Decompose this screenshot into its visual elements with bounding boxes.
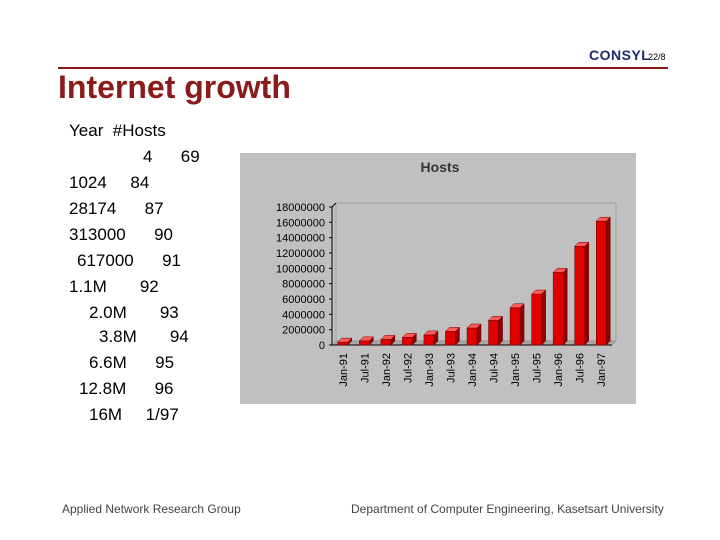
text-line: 4 69 xyxy=(143,147,200,166)
hosts-chart: Hosts 18000000 16000000 14000000 12000000 10… xyxy=(240,153,636,404)
hosts-chart-svg: Hosts 18000000 16000000 14000000 12000000 10… xyxy=(240,153,636,404)
y-tick-label: 8000000 xyxy=(282,279,325,291)
x-tick-label: Jan-96 xyxy=(553,353,565,387)
x-tick-label: Jan-93 xyxy=(424,353,436,387)
x-tick-label: Jul-95 xyxy=(532,353,544,383)
footer-left: Applied Network Research Group xyxy=(62,502,241,516)
text-line: 6.6M 95 xyxy=(89,353,175,372)
bar-top xyxy=(423,330,439,336)
bar-front xyxy=(595,220,607,346)
x-tick-label: Jul-92 xyxy=(402,353,414,383)
text-line: 12.8M 96 xyxy=(79,379,174,398)
bar-top xyxy=(531,289,547,295)
x-tick-label: Jan-91 xyxy=(338,353,350,387)
y-tick-label: 4000000 xyxy=(282,309,325,321)
slide-title: Internet growth xyxy=(58,69,291,105)
text-line: 617000 91 xyxy=(77,251,181,270)
bar-top xyxy=(574,241,590,247)
bar-top xyxy=(444,327,461,332)
x-tick-label: Jan-94 xyxy=(467,353,479,387)
bar-front xyxy=(337,341,349,346)
text-line: 28174 87 xyxy=(69,199,164,218)
x-tick-label: Jul-96 xyxy=(575,353,587,383)
chart-x-tick-labels: Jan-91 Jul-91 Jan-92 Jul-92 Jan-93 Jul-93 Jan-… xyxy=(338,353,608,387)
bar-top xyxy=(509,303,525,309)
y-tick-label: 0 xyxy=(319,340,325,352)
bar-front xyxy=(380,339,392,346)
y-tick-label: 10000000 xyxy=(276,263,325,275)
bar-front xyxy=(359,340,370,346)
y-axis-depth-line xyxy=(331,202,337,208)
slide-number: 22/8 xyxy=(648,52,666,62)
chart-y-tick-labels: 18000000 16000000 14000000 12000000 10000000… xyxy=(276,202,325,352)
x-tick-label: Jul-94 xyxy=(489,353,501,383)
bar-top xyxy=(401,333,417,338)
bar-top xyxy=(466,323,482,329)
bar-front xyxy=(509,307,521,346)
bar-front xyxy=(488,320,499,346)
x-tick-label: Jan-92 xyxy=(381,353,393,387)
footer-right: Department of Computer Engineering, Kase… xyxy=(351,502,664,516)
x-tick-label: Jan-95 xyxy=(510,353,522,387)
text-line: 3.8M 94 xyxy=(99,327,189,346)
chart-back-wall xyxy=(335,202,617,342)
bar-front xyxy=(531,293,542,346)
y-tick-label: 18000000 xyxy=(276,202,325,214)
bar-side xyxy=(605,216,611,346)
chart-bars xyxy=(337,216,611,346)
bar-front xyxy=(445,331,456,346)
bar-side xyxy=(541,289,546,346)
bar-side xyxy=(584,241,589,346)
bar-side xyxy=(562,267,568,346)
text-line: 1024 84 xyxy=(69,173,150,192)
bar-front xyxy=(402,337,413,346)
y-tick-label: 12000000 xyxy=(276,248,325,260)
bar-top xyxy=(337,337,353,343)
bar-side xyxy=(498,315,503,346)
text-line: 313000 90 xyxy=(69,225,173,244)
x-tick-label: Jan-97 xyxy=(596,353,608,387)
bar-top xyxy=(487,316,504,321)
bar-top xyxy=(358,336,374,342)
x-tick-label: Jul-93 xyxy=(445,353,457,383)
bar-top xyxy=(552,268,568,273)
chart-axes xyxy=(329,202,617,346)
bar-top xyxy=(595,216,611,222)
y-tick-label: 14000000 xyxy=(276,233,325,245)
chart-title: Hosts xyxy=(421,159,460,175)
text-line: 16M 1/97 xyxy=(89,405,179,424)
y-tick-label: 16000000 xyxy=(276,217,325,229)
text-line: Year #Hosts xyxy=(69,121,166,140)
title-rule xyxy=(58,67,668,69)
bar-front xyxy=(552,272,564,346)
text-line: 2.0M 93 xyxy=(89,303,179,322)
y-tick-label: 6000000 xyxy=(282,294,325,306)
bar-front xyxy=(466,327,478,346)
y-tick-label: 2000000 xyxy=(282,325,325,337)
text-line: 1.1M 92 xyxy=(69,277,159,296)
x-tick-label: Jul-91 xyxy=(359,353,371,383)
bar-front xyxy=(423,334,435,346)
bar-side xyxy=(519,303,525,346)
bar-top xyxy=(380,335,396,340)
consyl-logo: CONSYL xyxy=(589,47,651,63)
bar-front xyxy=(574,245,585,346)
